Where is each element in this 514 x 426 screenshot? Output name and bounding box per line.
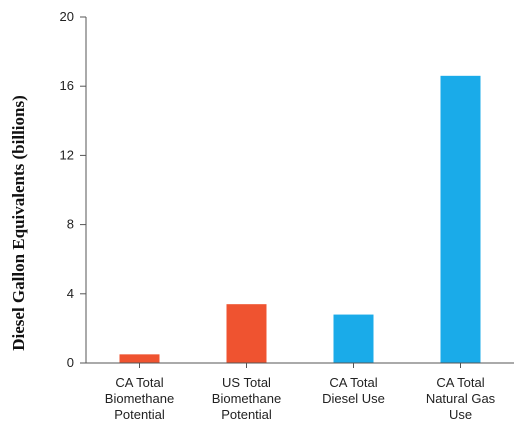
- x-tick-label-line: Biomethane: [212, 391, 281, 406]
- y-tick-label: 0: [67, 355, 74, 370]
- x-tick-label: CA Total Biomethane Potential: [105, 375, 174, 422]
- y-tick-label: 12: [60, 147, 74, 162]
- x-tick-label-line: Potential: [114, 407, 165, 422]
- x-tick-label-line: Diesel Use: [322, 391, 385, 406]
- x-tick-label-line: CA Total: [115, 375, 163, 390]
- x-tick-label: US Total Biomethane Potential: [212, 375, 281, 422]
- bar: [226, 304, 267, 363]
- y-tick-label: 16: [60, 78, 74, 93]
- x-tick-label-line: Biomethane: [105, 391, 174, 406]
- y-axis: 0 4 8 12 16 20: [60, 9, 87, 370]
- x-tick-label-line: CA Total: [436, 375, 484, 390]
- y-axis-title: Diesel Gallon Equivalents (billions): [9, 95, 28, 351]
- y-tick-label: 4: [67, 286, 74, 301]
- bar: [333, 314, 374, 363]
- x-tick-label-line: Natural Gas: [426, 391, 496, 406]
- x-tick-label: CA Total Diesel Use: [322, 375, 385, 406]
- x-tick-label-line: US Total: [222, 375, 271, 390]
- y-tick-label: 20: [60, 9, 74, 24]
- x-tick-label-line: CA Total: [329, 375, 377, 390]
- bar: [440, 75, 481, 363]
- y-tick-label: 8: [67, 217, 74, 232]
- x-tick-label-line: Potential: [221, 407, 272, 422]
- x-tick-label: CA Total Natural Gas Use: [426, 375, 496, 422]
- x-tick-label-line: Use: [449, 407, 472, 422]
- bar: [119, 354, 160, 363]
- bars: [119, 75, 481, 363]
